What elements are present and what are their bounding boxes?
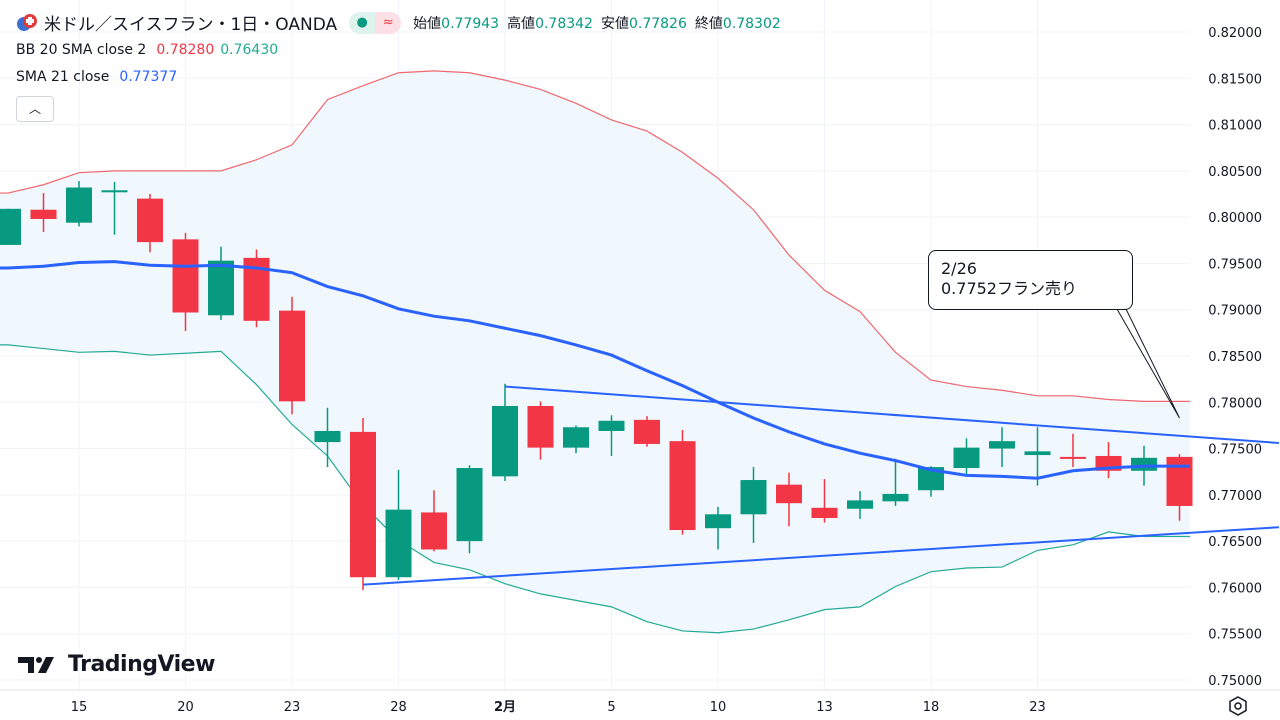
y-tick-label: 0.76500 [1208, 535, 1262, 550]
candle-bullish[interactable] [598, 420, 625, 431]
candle-bullish[interactable] [492, 405, 518, 477]
y-tick-label: 0.80000 [1208, 211, 1262, 226]
x-tick-label: 13 [816, 700, 833, 715]
bb-upper-line [0, 70, 1190, 402]
bb-lower-line [0, 344, 1190, 634]
symbol-title[interactable]: 米ドル／スイスフラン・1日・OANDA [44, 15, 338, 35]
candle-bullish[interactable] [918, 467, 944, 491]
sma-legend[interactable]: SMA 21 close 0.77377 [16, 69, 177, 85]
candle-bullish[interactable] [705, 514, 731, 529]
candle-bullish[interactable] [882, 493, 909, 502]
close-value: 0.78302 [722, 15, 781, 32]
collapse-legend-button[interactable]: ︿ [16, 96, 54, 122]
annotation-date: 2/26 [941, 259, 977, 278]
ohlc-readout: 始値0.77943 高値0.78342 安値0.77826 終値0.78302 [413, 13, 781, 33]
candle-bearish[interactable] [137, 198, 163, 243]
market-open-dot-icon: ● [349, 11, 376, 34]
candle-bullish[interactable] [208, 260, 234, 316]
annotation-callout[interactable]: 2/26 0.7752フラン売り [928, 250, 1133, 310]
candle-bearish[interactable] [279, 310, 305, 402]
y-tick-label: 0.77000 [1208, 489, 1262, 504]
tradingview-logo[interactable]: TradingView [18, 652, 215, 677]
candle-bearish[interactable] [776, 484, 802, 504]
sma-21-line [0, 260, 1190, 480]
candle-bullish[interactable] [456, 468, 483, 542]
candle-bearish[interactable] [172, 239, 199, 313]
annotation-text: 0.7752フラン売り [941, 279, 1077, 298]
y-tick-label: 0.80500 [1208, 165, 1262, 180]
brand-name: TradingView [68, 652, 215, 677]
candle-bearish[interactable] [1060, 456, 1086, 459]
y-tick-label: 0.75500 [1208, 628, 1262, 643]
sma-value: 0.77377 [119, 69, 178, 85]
sma-label: SMA 21 close [16, 69, 110, 85]
high-value: 0.78342 [535, 15, 593, 32]
x-tick-label: 18 [923, 700, 940, 715]
candle-bearish[interactable] [1166, 456, 1193, 506]
low-value: 0.77826 [628, 15, 687, 32]
low-label: 安値 [600, 15, 629, 32]
candle-bearish[interactable] [421, 512, 447, 550]
x-tick-label: 2月 [494, 700, 516, 715]
y-tick-label: 0.77500 [1208, 443, 1262, 458]
candle-bullish[interactable] [563, 427, 589, 448]
x-tick-label: 15 [71, 700, 88, 715]
candle-bullish[interactable] [0, 208, 21, 245]
candle-bearish[interactable] [634, 419, 660, 444]
candle-bullish[interactable] [385, 509, 412, 578]
approx-icon: ≈ [375, 11, 402, 34]
x-tick-label: 5 [607, 700, 615, 715]
market-status[interactable]: ● ≈ [349, 11, 402, 34]
candle-bullish[interactable] [740, 480, 767, 515]
candle-bearish[interactable] [811, 507, 838, 518]
usd-chf-flag-icon [17, 13, 37, 31]
y-tick-label: 0.81500 [1208, 72, 1262, 87]
candle-bullish[interactable] [101, 190, 128, 193]
open-value: 0.77943 [441, 15, 500, 32]
chevron-up-icon: ︿ [28, 102, 41, 116]
bb-label: BB 20 SMA close 2 [16, 42, 147, 58]
settings-icon[interactable] [1228, 696, 1248, 716]
x-tick-label: 23 [284, 700, 301, 715]
tradingview-logo-icon [18, 656, 54, 673]
y-tick-label: 0.81000 [1208, 119, 1262, 134]
resistance-trendline[interactable] [504, 385, 1279, 445]
y-tick-label: 0.76000 [1208, 581, 1262, 596]
open-label: 始値 [413, 15, 442, 32]
x-tick-label: 28 [390, 700, 407, 715]
close-label: 終値 [694, 15, 723, 32]
x-tick-label: 10 [710, 700, 727, 715]
y-tick-label: 0.78500 [1208, 350, 1262, 365]
bb-lower-value: 0.76430 [220, 42, 279, 58]
candle-bullish[interactable] [1131, 457, 1157, 471]
candle-bearish[interactable] [350, 431, 376, 578]
candle-bullish[interactable] [989, 441, 1015, 449]
high-label: 高値 [507, 15, 536, 32]
chart-header: 米ドル／スイスフラン・1日・OANDA ● ≈ 始値0.77943 高値0.78… [16, 10, 781, 35]
candle-bullish[interactable] [66, 187, 92, 223]
candle-bearish[interactable] [30, 209, 57, 219]
y-tick-label: 0.75000 [1208, 674, 1262, 689]
x-tick-label: 20 [177, 700, 194, 715]
candle-bearish[interactable] [527, 405, 554, 448]
support-trendline[interactable] [362, 526, 1279, 586]
candle-bullish[interactable] [314, 430, 341, 443]
bb-upper-value: 0.78280 [156, 42, 215, 58]
bb-legend[interactable]: BB 20 SMA close 2 0.78280 0.76430 [16, 42, 278, 58]
x-tick-label: 23 [1029, 700, 1046, 715]
candle-bullish[interactable] [1024, 451, 1051, 456]
y-tick-label: 0.78000 [1208, 396, 1262, 411]
candle-bearish[interactable] [669, 441, 696, 531]
candle-bullish[interactable] [953, 447, 980, 469]
candle-bullish[interactable] [847, 500, 873, 509]
y-tick-label: 0.79000 [1208, 304, 1262, 319]
y-tick-label: 0.79500 [1208, 257, 1262, 272]
y-tick-label: 0.82000 [1208, 26, 1262, 41]
